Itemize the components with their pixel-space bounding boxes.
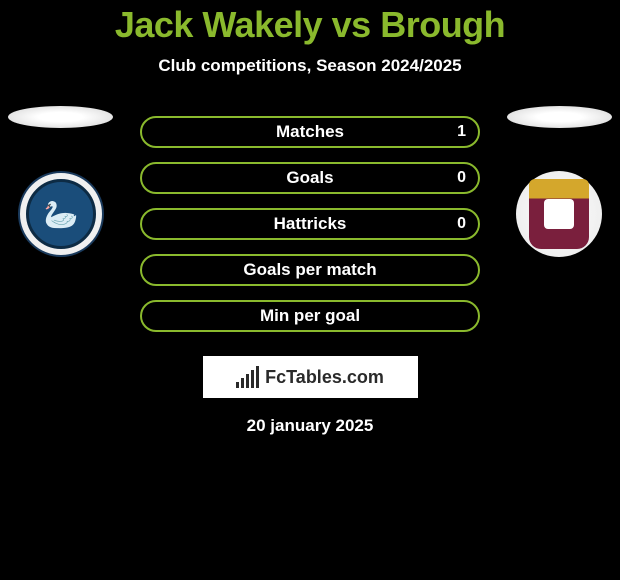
stat-row-goals-per-match: Goals per match bbox=[140, 254, 480, 286]
player-silhouette-left bbox=[8, 106, 113, 128]
content-area: 🦢 Matches 1 Goals 0 Hattricks 0 bbox=[0, 116, 620, 436]
club-badge-left[interactable]: 🦢 bbox=[18, 171, 104, 257]
northampton-crest-icon bbox=[529, 179, 589, 249]
club-badge-right[interactable] bbox=[516, 171, 602, 257]
stat-right-value: 1 bbox=[457, 123, 466, 141]
stat-row-matches: Matches 1 bbox=[140, 116, 480, 148]
stat-label: Goals per match bbox=[243, 260, 376, 280]
watermark-link[interactable]: FcTables.com bbox=[203, 356, 418, 398]
snapshot-date: 20 january 2025 bbox=[140, 416, 480, 436]
subtitle: Club competitions, Season 2024/2025 bbox=[0, 56, 620, 76]
stat-row-min-per-goal: Min per goal bbox=[140, 300, 480, 332]
stat-right-value: 0 bbox=[457, 215, 466, 233]
bar-chart-icon bbox=[236, 366, 259, 388]
stat-label: Min per goal bbox=[260, 306, 360, 326]
stat-row-hattricks: Hattricks 0 bbox=[140, 208, 480, 240]
stat-label: Goals bbox=[286, 168, 333, 188]
player-silhouette-right bbox=[507, 106, 612, 128]
stat-right-value: 0 bbox=[457, 169, 466, 187]
stats-list: Matches 1 Goals 0 Hattricks 0 Goals per … bbox=[140, 116, 480, 332]
stat-row-goals: Goals 0 bbox=[140, 162, 480, 194]
watermark-label: FcTables.com bbox=[265, 367, 384, 388]
wycombe-crest-icon: 🦢 bbox=[26, 179, 96, 249]
stat-label: Matches bbox=[276, 122, 344, 142]
stat-label: Hattricks bbox=[274, 214, 347, 234]
comparison-widget: Jack Wakely vs Brough Club competitions,… bbox=[0, 0, 620, 436]
page-title: Jack Wakely vs Brough bbox=[0, 4, 620, 46]
